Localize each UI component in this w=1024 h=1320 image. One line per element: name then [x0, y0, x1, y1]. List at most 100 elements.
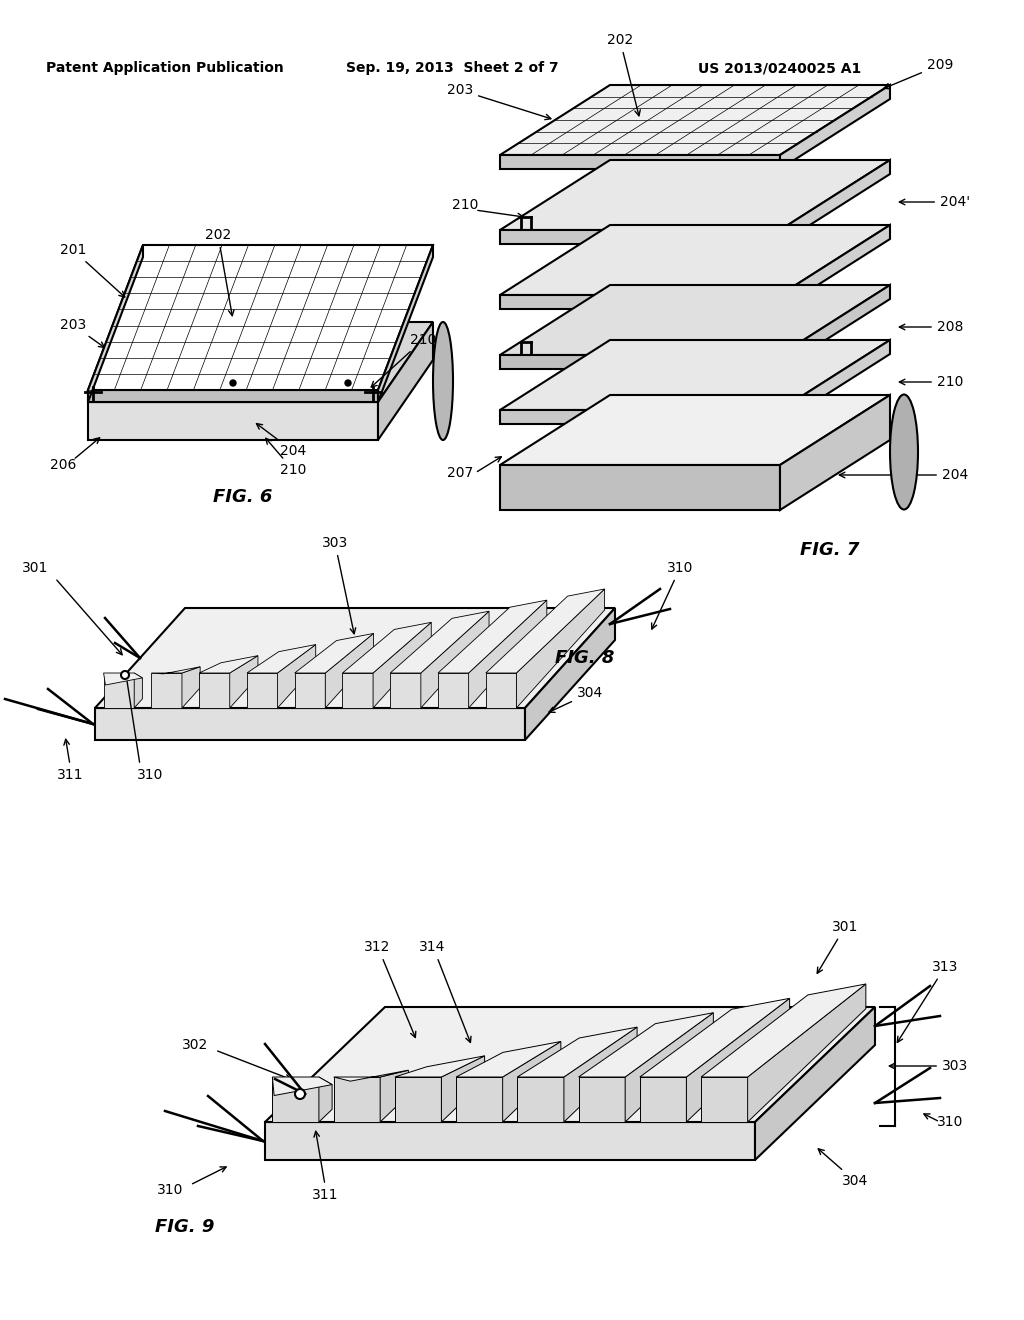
Polygon shape [485, 589, 604, 673]
Polygon shape [500, 285, 890, 355]
Text: 202: 202 [205, 228, 234, 315]
Polygon shape [485, 673, 516, 708]
Polygon shape [500, 154, 780, 169]
Polygon shape [780, 341, 890, 424]
Polygon shape [378, 246, 433, 403]
Polygon shape [780, 224, 890, 309]
Polygon shape [88, 246, 143, 403]
Polygon shape [88, 322, 433, 403]
Polygon shape [342, 673, 373, 708]
Polygon shape [265, 1007, 874, 1122]
Text: 303: 303 [322, 536, 355, 634]
Text: 210: 210 [266, 438, 306, 477]
Polygon shape [579, 1077, 625, 1122]
Polygon shape [265, 1122, 755, 1160]
Polygon shape [421, 611, 489, 708]
Polygon shape [456, 1077, 503, 1122]
Text: 312: 312 [364, 940, 390, 954]
Polygon shape [564, 1027, 637, 1122]
Text: 210: 210 [452, 198, 478, 213]
Text: 313: 313 [897, 960, 958, 1043]
Text: Patent Application Publication: Patent Application Publication [46, 61, 284, 75]
Polygon shape [525, 609, 615, 741]
Polygon shape [88, 403, 378, 440]
Polygon shape [278, 644, 315, 708]
Polygon shape [469, 601, 547, 708]
Polygon shape [456, 1041, 561, 1077]
Polygon shape [334, 1077, 380, 1122]
Text: 206: 206 [50, 458, 76, 473]
Polygon shape [701, 1077, 748, 1122]
Polygon shape [295, 634, 374, 673]
Polygon shape [500, 355, 780, 370]
Polygon shape [199, 656, 258, 673]
Circle shape [345, 380, 351, 385]
Polygon shape [95, 708, 525, 741]
Polygon shape [780, 395, 890, 510]
Text: 209: 209 [884, 58, 953, 88]
Text: 204': 204' [899, 195, 970, 209]
Text: 210: 210 [899, 375, 964, 389]
Polygon shape [780, 160, 890, 244]
Text: 201: 201 [59, 243, 125, 297]
Text: Sep. 19, 2013  Sheet 2 of 7: Sep. 19, 2013 Sheet 2 of 7 [346, 61, 558, 75]
Text: FIG. 7: FIG. 7 [801, 541, 860, 558]
Circle shape [295, 1089, 305, 1100]
Polygon shape [640, 1077, 686, 1122]
Polygon shape [342, 622, 431, 673]
Polygon shape [438, 673, 469, 708]
Polygon shape [500, 395, 890, 465]
Polygon shape [395, 1056, 484, 1077]
Polygon shape [686, 998, 790, 1122]
Polygon shape [516, 589, 604, 708]
Polygon shape [272, 1077, 318, 1122]
Polygon shape [103, 673, 142, 685]
Polygon shape [88, 389, 378, 403]
Text: 207: 207 [446, 466, 473, 480]
Polygon shape [625, 1012, 714, 1122]
Polygon shape [780, 84, 890, 169]
Text: 310: 310 [137, 768, 163, 781]
Text: 302: 302 [182, 1038, 208, 1052]
Polygon shape [395, 1077, 441, 1122]
Polygon shape [517, 1077, 564, 1122]
Polygon shape [373, 622, 431, 708]
Text: 304: 304 [818, 1148, 868, 1188]
Circle shape [230, 380, 236, 385]
Polygon shape [500, 230, 780, 244]
Text: 311: 311 [311, 1188, 338, 1203]
Polygon shape [500, 465, 780, 510]
Text: 314: 314 [419, 940, 445, 954]
Polygon shape [199, 673, 229, 708]
Polygon shape [272, 1077, 332, 1096]
Text: 202: 202 [607, 33, 640, 116]
Polygon shape [390, 611, 489, 673]
Polygon shape [500, 341, 890, 411]
Text: 310: 310 [937, 1115, 964, 1129]
Text: FIG. 9: FIG. 9 [156, 1218, 215, 1236]
Polygon shape [500, 294, 780, 309]
Polygon shape [103, 673, 134, 708]
Polygon shape [182, 667, 200, 708]
Text: FIG. 8: FIG. 8 [555, 649, 614, 667]
Text: 310: 310 [651, 561, 693, 630]
Polygon shape [438, 601, 547, 673]
Polygon shape [748, 983, 866, 1122]
Text: 203: 203 [59, 318, 104, 347]
Polygon shape [441, 1056, 484, 1122]
Text: 208: 208 [899, 319, 964, 334]
Polygon shape [503, 1041, 561, 1122]
Text: FIG. 6: FIG. 6 [213, 488, 272, 506]
Polygon shape [334, 1071, 409, 1081]
Text: 204: 204 [840, 469, 968, 482]
Text: 301: 301 [817, 920, 858, 973]
Text: 210: 210 [372, 333, 436, 387]
Ellipse shape [890, 395, 918, 510]
Polygon shape [88, 246, 433, 389]
Polygon shape [640, 998, 790, 1077]
Polygon shape [152, 667, 200, 675]
Polygon shape [247, 673, 278, 708]
Polygon shape [378, 322, 433, 440]
Polygon shape [95, 609, 615, 708]
Polygon shape [380, 1071, 409, 1122]
